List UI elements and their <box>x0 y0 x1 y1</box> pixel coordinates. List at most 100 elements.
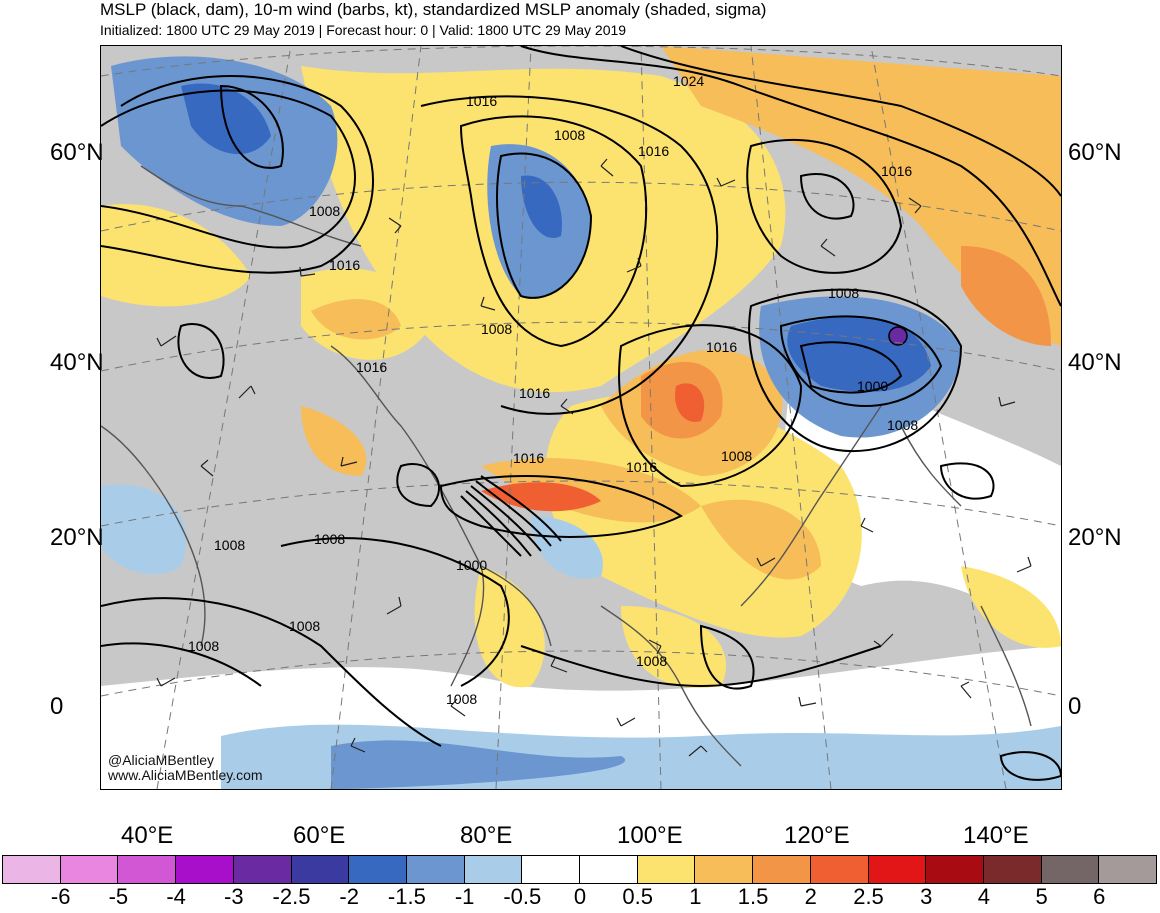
very-strong-positive-core <box>675 383 705 422</box>
lon-label: 100°E <box>617 822 683 849</box>
isobar-label: 1008 <box>214 537 245 553</box>
colorbar-tick-label: 3 <box>920 884 933 909</box>
isobar-label: 1016 <box>519 385 550 401</box>
isobar-label: 1008 <box>887 417 918 433</box>
colorbar-swatch <box>925 855 984 884</box>
lat-label-right: 60°N <box>1068 139 1122 166</box>
weak-positive-bengal <box>621 606 727 688</box>
weak-positive-pacific <box>961 566 1061 648</box>
colorbar-swatch <box>117 855 177 884</box>
strong-negative-scandinavia <box>181 83 271 155</box>
isobar-label: 1016 <box>466 93 497 109</box>
colorbar-swatch <box>59 855 119 884</box>
isobar-label: 1008 <box>314 531 345 547</box>
colorbar-swatch <box>521 855 581 884</box>
positive-arabia <box>301 406 367 476</box>
colorbar-tick-label: -6 <box>50 884 71 909</box>
isobar-label: 1008 <box>188 638 219 654</box>
extreme-negative-center <box>888 326 908 346</box>
colorbar-swatch <box>752 855 811 884</box>
wind-barbs <box>156 158 1032 757</box>
colorbar-tick-label: 5 <box>1035 884 1048 909</box>
isobar-label: 1016 <box>356 359 387 375</box>
lat-label-left: 60°N <box>50 139 104 166</box>
colorbar-tick-label: -3 <box>224 884 244 909</box>
colorbar-swatch <box>867 855 927 884</box>
credit-handle: @AliciaMBentley <box>108 752 215 768</box>
colorbar-swatch <box>694 855 754 884</box>
colorbar-tick-label: 0.5 <box>622 884 653 909</box>
map-title: MSLP (black, dam), 10-m wind (barbs, kt)… <box>100 0 767 19</box>
lat-label-left: 0 <box>50 693 64 720</box>
isobar-label: 1008 <box>554 127 585 143</box>
weak-negative-bay <box>531 516 603 579</box>
isobar-labels: 1016 1008 1016 1016 1024 1008 1016 1008 … <box>188 73 918 707</box>
isobar-label: 1016 <box>513 450 544 466</box>
colorbar-swatch <box>290 855 350 884</box>
colorbar-tick-label: -5 <box>108 884 129 909</box>
colorbar-tick-label: 0 <box>573 884 587 909</box>
isobar-label: 1000 <box>857 378 888 394</box>
positive-himalaya <box>481 458 701 523</box>
isobars <box>101 46 1061 781</box>
isobar-label: 1024 <box>673 73 704 89</box>
isobar-label: 1008 <box>636 653 667 669</box>
colorbar-swatch <box>348 855 407 884</box>
lon-label: 40°E <box>121 822 174 849</box>
isobar-label: 1008 <box>446 691 477 707</box>
colorbar-swatch <box>1098 855 1158 884</box>
coastlines <box>101 165 1032 767</box>
lon-label: 80°E <box>460 822 513 849</box>
isobar-label: 1016 <box>626 459 657 475</box>
lat-label-right: 20°N <box>1068 524 1122 551</box>
isobar-label: 1016 <box>881 163 912 179</box>
credit-website[interactable]: www.AliciaMBentley.com <box>108 767 263 783</box>
strong-positive-pacific-north <box>961 246 1051 346</box>
isobar-label: 1016 <box>706 339 737 355</box>
colorbar-tick-label: 1.5 <box>737 884 769 909</box>
colorbar-tick-label: -1 <box>454 884 475 909</box>
colorbar-tick-label: -2.5 <box>272 884 311 909</box>
colorbar-swatch <box>175 855 234 884</box>
colorbar-swatch <box>463 855 523 884</box>
very-strong-positive-himalaya <box>481 482 601 512</box>
lat-label-left: 40°N <box>50 349 104 376</box>
colorbar-tick-label: 2 <box>804 884 817 909</box>
colorbar-tick-label: -2 <box>339 884 359 909</box>
colorbar-swatch <box>1040 855 1100 884</box>
strong-negative-west-siberia <box>521 175 562 238</box>
colorbar-tick-label: 1 <box>689 884 702 909</box>
map-subtitle: Initialized: 1800 UTC 29 May 2019 | Fore… <box>100 22 627 38</box>
isobar-label: 1008 <box>481 321 512 337</box>
colorbar-swatch <box>405 855 465 884</box>
colorbar-swatch <box>232 855 292 884</box>
colorbar-swatch <box>636 855 696 884</box>
map-canvas: 1016 1008 1016 1016 1024 1008 1016 1008 … <box>101 46 1061 789</box>
isobar-label: 1008 <box>289 618 320 634</box>
weak-positive-west <box>101 204 251 307</box>
isobar-label: 1000 <box>456 557 487 573</box>
colorbar-tick-label: 6 <box>1093 884 1106 909</box>
lat-label-right: 0 <box>1068 693 1082 720</box>
anomaly-colorbar <box>2 855 1158 884</box>
colorbar-tick-label: -0.5 <box>503 884 542 909</box>
colorbar-tick-label: -4 <box>166 884 186 909</box>
isobar-label: 1016 <box>329 257 360 273</box>
colorbar-swatch <box>2 855 61 884</box>
colorbar-swatch <box>982 855 1042 884</box>
weather-map[interactable]: 1016 1008 1016 1016 1024 1008 1016 1008 … <box>100 45 1062 790</box>
colorbar-swatch <box>809 855 869 884</box>
isobar-label: 1008 <box>309 203 340 219</box>
colorbar-swatch <box>579 855 638 884</box>
lon-label: 140°E <box>963 822 1029 849</box>
colorbar-tick-label: 4 <box>977 884 991 909</box>
isobar-label: 1016 <box>638 143 669 159</box>
lat-label-right: 40°N <box>1068 349 1122 376</box>
lat-label-left: 20°N <box>50 524 104 551</box>
negative-patch-south <box>331 740 626 789</box>
colorbar-tick-label: -1.5 <box>387 884 426 909</box>
weak-positive-india <box>474 566 545 688</box>
positive-china <box>701 499 821 580</box>
isobar-label: 1008 <box>828 285 859 301</box>
colorbar-tick-label: 2.5 <box>853 884 884 909</box>
